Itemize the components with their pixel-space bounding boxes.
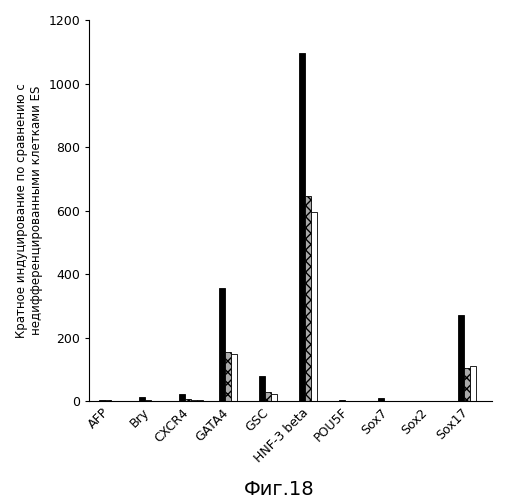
- Bar: [311, 212, 317, 401]
- Bar: [146, 400, 151, 401]
- Bar: [378, 398, 384, 401]
- Bar: [99, 400, 105, 401]
- Bar: [231, 354, 237, 401]
- Bar: [470, 366, 476, 401]
- Bar: [464, 368, 470, 401]
- Bar: [339, 400, 345, 401]
- Bar: [299, 54, 305, 401]
- Bar: [139, 398, 146, 401]
- Bar: [259, 376, 265, 401]
- Bar: [265, 392, 271, 401]
- Bar: [197, 400, 203, 401]
- Bar: [271, 394, 277, 401]
- Bar: [225, 352, 231, 401]
- Bar: [105, 400, 112, 401]
- Y-axis label: Кратное индуцирование по сравнению с
недифференцированными клетками ES: Кратное индуцирование по сравнению с нед…: [15, 83, 43, 338]
- Text: Фиг.18: Фиг.18: [243, 480, 314, 499]
- Bar: [458, 316, 464, 401]
- Bar: [305, 196, 311, 401]
- Bar: [179, 394, 185, 401]
- Bar: [191, 400, 197, 401]
- Bar: [219, 288, 225, 401]
- Bar: [185, 398, 191, 401]
